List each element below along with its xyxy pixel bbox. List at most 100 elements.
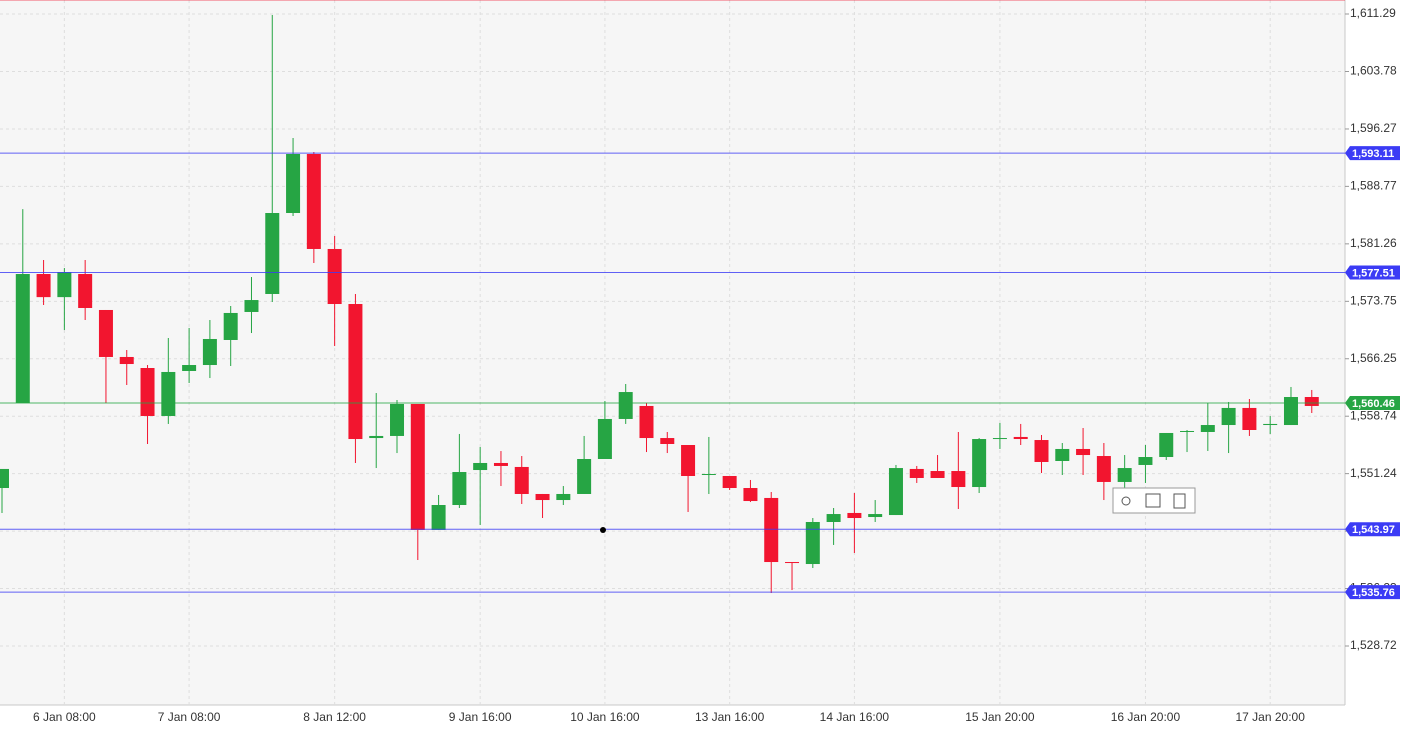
candle-body <box>868 514 883 518</box>
candle-body <box>1263 423 1278 426</box>
x-tick-label: 8 Jan 12:00 <box>303 710 366 724</box>
candle-body <box>348 304 363 440</box>
candle-body <box>909 468 924 478</box>
candle-body <box>577 459 592 494</box>
x-tick-label: 13 Jan 16:00 <box>695 710 765 724</box>
candle-body <box>681 444 696 476</box>
candle-body <box>473 462 488 471</box>
price-axis <box>1345 0 1415 732</box>
price-tag-label: 1,577.51 <box>1352 267 1395 279</box>
anchor-dot <box>600 527 606 533</box>
candle-body <box>431 505 446 530</box>
candle-body <box>36 274 51 298</box>
settings-icon[interactable] <box>1121 496 1131 506</box>
candle-body <box>286 153 301 214</box>
candle-body <box>15 274 30 403</box>
candle-body <box>805 521 820 565</box>
candle-body <box>951 471 966 488</box>
price-tag-label: 1,543.97 <box>1352 524 1395 536</box>
price-tag <box>1345 585 1400 600</box>
candle-body <box>930 471 945 478</box>
price-tag-label: 1,560.46 <box>1352 398 1395 410</box>
x-tick-label: 14 Jan 16:00 <box>820 710 890 724</box>
candle-body <box>306 153 321 249</box>
candle-body <box>1283 397 1298 426</box>
candle-body <box>618 392 633 419</box>
candle-body <box>493 462 508 466</box>
candle-body <box>888 468 903 516</box>
candle-body <box>660 438 675 445</box>
marks <box>0 0 1345 594</box>
candle-body <box>369 435 384 439</box>
drawing-toolbar[interactable] <box>1112 487 1196 514</box>
candle-body <box>1096 456 1111 482</box>
candle-body <box>410 403 425 530</box>
candle-body <box>992 438 1007 440</box>
y-tick-label: 1,588.77 <box>1350 179 1397 193</box>
price-tag <box>1345 146 1400 161</box>
y-tick-label: 1,596.27 <box>1350 121 1397 135</box>
candle-body <box>701 474 716 476</box>
candle-body <box>1159 432 1174 458</box>
x-tick-label: 9 Jan 16:00 <box>449 710 512 724</box>
candle-body <box>390 403 405 436</box>
candle-body <box>182 365 197 371</box>
copy-icon[interactable] <box>1145 493 1161 508</box>
candle-body <box>785 562 800 564</box>
price-tag-label: 1,593.11 <box>1352 148 1394 160</box>
candle-body <box>1013 436 1028 440</box>
x-tick-label: 7 Jan 08:00 <box>158 710 221 724</box>
candle-body <box>327 248 342 305</box>
y-tick-label: 1,528.72 <box>1350 638 1397 652</box>
price-tag <box>1345 396 1400 411</box>
candle-body <box>1138 457 1153 465</box>
candle-body <box>639 405 654 439</box>
candle-body <box>1076 448 1091 456</box>
delete-icon[interactable] <box>1173 493 1186 509</box>
x-tick-label: 16 Jan 20:00 <box>1111 710 1181 724</box>
x-tick-label: 17 Jan 20:00 <box>1235 710 1305 724</box>
candle-body <box>514 466 529 494</box>
candle-body <box>535 493 550 501</box>
price-tag <box>1345 265 1400 280</box>
y-tick-label: 1,573.75 <box>1350 294 1397 308</box>
toolbar-box <box>1112 487 1196 514</box>
grid <box>0 0 1349 705</box>
plot-area <box>0 0 1345 705</box>
candle-body <box>826 514 841 522</box>
candle-body <box>597 418 612 460</box>
y-tick-label: 1,581.26 <box>1350 236 1397 250</box>
candle-body <box>140 367 155 416</box>
y-tick-label: 1,566.25 <box>1350 351 1397 365</box>
candle-body <box>1180 430 1195 432</box>
labels: 1,528.721,536.231,543.731,551.241,558.74… <box>33 6 1400 724</box>
candle-body <box>161 371 176 416</box>
candle-body <box>1117 468 1132 482</box>
x-tick-label: 10 Jan 16:00 <box>570 710 640 724</box>
candle-body <box>244 300 259 312</box>
candle-body <box>1304 397 1319 406</box>
candle-body <box>1055 448 1070 461</box>
candle-body <box>556 493 571 501</box>
candle-body <box>78 274 93 308</box>
candle-body <box>972 439 987 488</box>
candle-body <box>223 312 238 340</box>
candle-body <box>1242 407 1257 430</box>
y-tick-label: 1,611.29 <box>1350 6 1396 20</box>
candle-body <box>0 468 9 489</box>
y-tick-label: 1,558.74 <box>1350 408 1397 422</box>
y-tick-label: 1,551.24 <box>1350 466 1397 480</box>
candle-body <box>265 213 280 294</box>
candle-body <box>98 309 113 357</box>
price-tag <box>1345 522 1400 537</box>
candle-body <box>452 472 467 506</box>
candle-body <box>57 272 72 298</box>
candle-body <box>764 497 779 563</box>
candle-body <box>743 488 758 502</box>
time-axis <box>0 705 1345 732</box>
candle-body <box>119 356 134 365</box>
candle-body <box>847 512 862 519</box>
x-tick-label: 15 Jan 20:00 <box>965 710 1035 724</box>
candle-body <box>202 338 217 366</box>
